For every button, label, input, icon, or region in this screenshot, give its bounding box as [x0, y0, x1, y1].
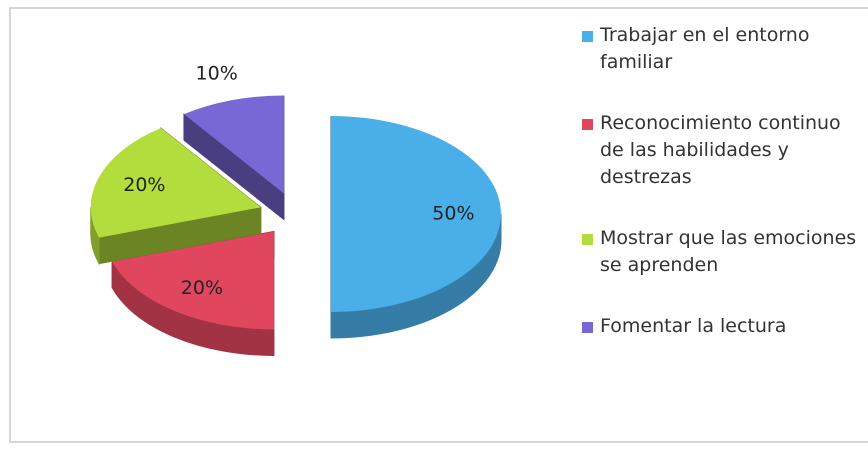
legend-label: Mostrar que las emociones se aprenden: [600, 227, 857, 276]
slice: [183, 95, 284, 194]
legend-label: Trabajar en el entorno familiar: [600, 24, 810, 73]
legend-swatch: [582, 119, 593, 130]
data-label: 50%: [432, 203, 474, 225]
data-label: 10%: [196, 63, 238, 85]
legend-item: Fomentar la lectura: [582, 313, 857, 340]
legend-item: Mostrar que las emociones se aprenden: [582, 225, 857, 279]
slice: [331, 116, 501, 312]
frame: [9, 7, 868, 443]
legend: Trabajar en el entorno familiar Reconocim…: [582, 22, 857, 374]
legend-label: Fomentar la lectura: [600, 315, 787, 337]
legend-swatch: [582, 31, 593, 42]
slice: [112, 231, 274, 330]
slice: [90, 128, 261, 238]
legend-label: Reconocimiento continuo de las habilidad…: [600, 112, 841, 188]
legend-item: Trabajar en el entorno familiar: [582, 22, 857, 76]
legend-item: Reconocimiento continuo de las habilidad…: [582, 110, 857, 191]
data-label: 20%: [181, 277, 223, 299]
legend-swatch: [582, 322, 593, 333]
data-label: 20%: [123, 174, 165, 196]
legend-swatch: [582, 234, 593, 245]
